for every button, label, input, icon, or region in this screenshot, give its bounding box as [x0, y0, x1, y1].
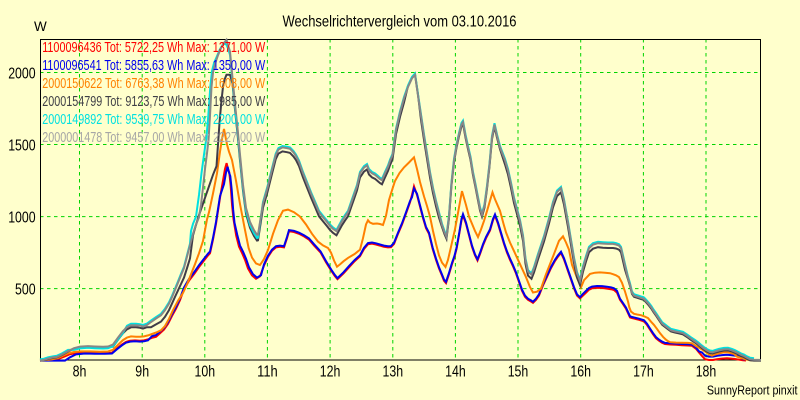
svg-text:9h: 9h: [135, 364, 149, 381]
svg-text:500: 500: [15, 281, 36, 298]
svg-text:17h: 17h: [633, 364, 654, 381]
svg-text:8h: 8h: [73, 364, 87, 381]
svg-text:W: W: [34, 19, 47, 34]
svg-text:16h: 16h: [570, 364, 591, 381]
svg-text:15h: 15h: [508, 364, 529, 381]
svg-text:2000149892 Tot: 9539,75 Wh Max: 2000149892 Tot: 9539,75 Wh Max: 2200,00 …: [42, 112, 265, 128]
svg-text:1000: 1000: [8, 209, 36, 226]
svg-text:1500: 1500: [8, 137, 36, 154]
svg-text:2000001478 Tot: 9457,00 Wh Max: 2000001478 Tot: 9457,00 Wh Max: 2227,00 …: [42, 130, 265, 146]
svg-text:2000150622 Tot: 6763,38 Wh Max: 2000150622 Tot: 6763,38 Wh Max: 1608,00 …: [42, 76, 265, 92]
svg-text:13h: 13h: [383, 364, 404, 381]
svg-text:2000154799 Tot: 9123,75 Wh Max: 2000154799 Tot: 9123,75 Wh Max: 1985,00 …: [42, 94, 265, 110]
svg-text:11h: 11h: [257, 364, 278, 381]
svg-text:1100096541 Tot: 5855,63 Wh Max: 1100096541 Tot: 5855,63 Wh Max: 1350,00 …: [42, 58, 265, 74]
svg-text:Wechselrichtervergleich vom 03: Wechselrichtervergleich vom 03.10.2016: [283, 14, 517, 31]
svg-text:18h: 18h: [696, 364, 717, 381]
svg-text:10h: 10h: [195, 364, 216, 381]
svg-text:12h: 12h: [320, 364, 341, 381]
svg-text:2000: 2000: [8, 65, 36, 82]
svg-text:14h: 14h: [445, 364, 466, 381]
svg-text:SunnyReport pinxit: SunnyReport pinxit: [707, 382, 798, 397]
svg-text:1100096436 Tot: 5722,25 Wh Max: 1100096436 Tot: 5722,25 Wh Max: 1371,00 …: [42, 40, 265, 56]
